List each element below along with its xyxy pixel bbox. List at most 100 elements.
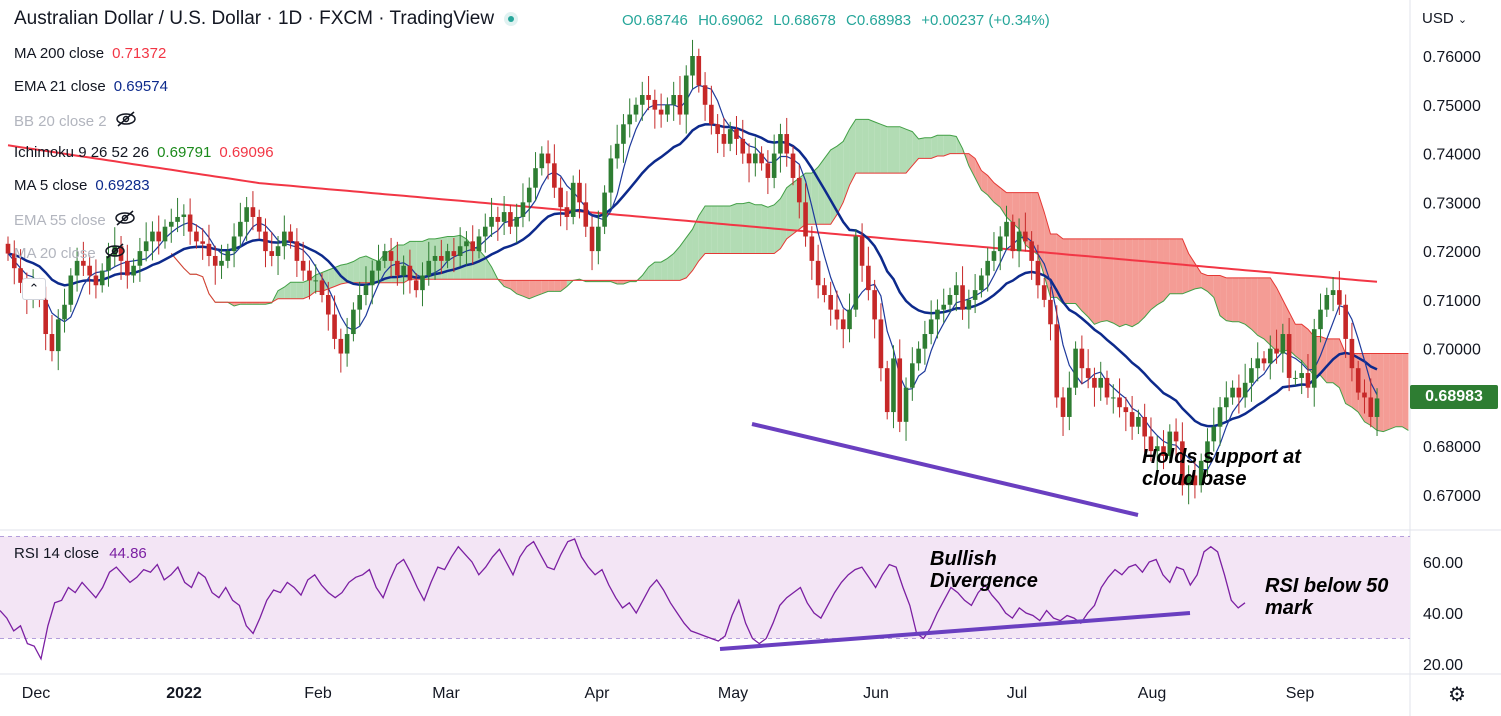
cloud-segment bbox=[1176, 238, 1183, 294]
candle-body bbox=[168, 221, 174, 227]
candle-body bbox=[464, 241, 469, 247]
candles bbox=[5, 39, 1380, 505]
cloud-segment bbox=[1383, 353, 1390, 432]
cloud-segment bbox=[617, 280, 624, 285]
ichimoku-cloud bbox=[171, 119, 1409, 432]
candle-body bbox=[1236, 387, 1242, 398]
candle-body bbox=[903, 387, 909, 422]
cloud-segment bbox=[855, 119, 863, 174]
cloud-segment bbox=[830, 146, 837, 225]
candle-body bbox=[602, 192, 607, 227]
cloud-segment bbox=[529, 280, 536, 299]
symbol-title-row: Australian Dollar / U.S. Dollar · 1D · F… bbox=[14, 8, 519, 30]
legend-row-6[interactable]: MA 20 close bbox=[14, 243, 126, 263]
cloud-segment bbox=[1295, 324, 1302, 361]
time-tick-label: Apr bbox=[585, 685, 611, 702]
cloud-segment bbox=[1088, 238, 1095, 325]
candle-body bbox=[1129, 412, 1135, 427]
rsi-legend[interactable]: RSI 14 close 44.86 bbox=[14, 545, 147, 562]
time-tick-label: Jun bbox=[863, 685, 889, 702]
legend-row-5[interactable]: EMA 55 close bbox=[14, 210, 136, 230]
candle-body bbox=[828, 295, 833, 310]
legend-label: BB 20 close 2 bbox=[14, 112, 107, 130]
candle-body bbox=[1067, 387, 1072, 417]
legend-row-0[interactable]: MA 200 close 0.71372 bbox=[14, 45, 166, 62]
cloud-segment bbox=[1113, 238, 1120, 327]
cloud-span-b bbox=[170, 153, 1409, 354]
candle-body bbox=[407, 265, 413, 281]
candle-body bbox=[1123, 407, 1129, 413]
candle-body bbox=[1337, 290, 1342, 305]
legend-row-3[interactable]: Ichimoku 9 26 52 26 0.69791 0.69096 bbox=[14, 144, 274, 161]
candle-body bbox=[49, 334, 55, 352]
candle-body bbox=[313, 280, 319, 282]
candle-body bbox=[81, 260, 86, 266]
eye-off-icon[interactable] bbox=[115, 111, 137, 131]
candle-body bbox=[1154, 446, 1160, 452]
candle-body bbox=[489, 216, 494, 227]
candle-body bbox=[1198, 460, 1204, 486]
cloud-segment bbox=[1157, 238, 1164, 305]
cloud-segment bbox=[742, 202, 750, 254]
candle-body bbox=[972, 290, 978, 300]
eye-off-icon[interactable] bbox=[114, 210, 136, 230]
candle-body bbox=[1368, 397, 1374, 417]
candle-body bbox=[633, 104, 639, 115]
cloud-segment bbox=[1056, 234, 1064, 304]
cloud-segment bbox=[761, 204, 768, 254]
cloud-segment bbox=[353, 257, 360, 283]
cloud-segment bbox=[1339, 338, 1346, 404]
candle-body bbox=[596, 226, 601, 252]
candle-body bbox=[696, 56, 702, 86]
candle-body bbox=[212, 255, 218, 266]
cloud-segment bbox=[673, 246, 680, 281]
eye-off-icon[interactable] bbox=[104, 243, 126, 263]
candle-body bbox=[897, 358, 903, 422]
price-tick-label: 0.71000 bbox=[1423, 293, 1481, 310]
cloud-segment bbox=[1377, 353, 1384, 432]
candle-body bbox=[376, 260, 381, 271]
cloud-segment bbox=[1069, 238, 1076, 304]
candle-body bbox=[715, 124, 720, 135]
cloud-segment bbox=[347, 261, 354, 283]
candle-body bbox=[709, 104, 714, 125]
price-trendline bbox=[751, 422, 1139, 517]
cloud-segment bbox=[975, 158, 982, 191]
legend-label: MA 20 close bbox=[14, 244, 96, 262]
cloud-segment bbox=[1207, 275, 1214, 298]
collapse-legend-button[interactable]: ⌃ bbox=[22, 278, 46, 300]
gear-icon[interactable]: ⚙ bbox=[1448, 684, 1466, 706]
cloud-segment bbox=[535, 280, 542, 297]
candle-body bbox=[922, 334, 928, 349]
annotation-rsi: RSI below 50 mark bbox=[1265, 575, 1388, 619]
cloud-segment bbox=[918, 137, 925, 159]
legend-row-4[interactable]: MA 5 close 0.69283 bbox=[14, 177, 150, 194]
candle-body bbox=[545, 153, 551, 164]
currency-selector[interactable]: USD ⌄ bbox=[1422, 10, 1467, 27]
candle-body bbox=[702, 85, 708, 105]
cloud-segment bbox=[667, 253, 674, 281]
cloud-segment bbox=[1301, 324, 1308, 369]
candle-body bbox=[1249, 368, 1254, 383]
candle-body bbox=[55, 319, 61, 352]
time-tick-label: 2022 bbox=[166, 685, 202, 702]
candle-body bbox=[156, 231, 162, 242]
symbol-title[interactable]: Australian Dollar / U.S. Dollar · 1D · F… bbox=[14, 8, 495, 29]
cloud-segment bbox=[1006, 192, 1013, 224]
legend-row-2[interactable]: BB 20 close 2 bbox=[14, 111, 137, 131]
legend-label: MA 200 close bbox=[14, 45, 105, 62]
cloud-segment bbox=[1144, 238, 1151, 317]
legend-row-1[interactable]: EMA 21 close 0.69574 bbox=[14, 78, 168, 95]
candle-body bbox=[1041, 285, 1047, 300]
currency-label: USD bbox=[1422, 10, 1454, 27]
time-tick-label: Dec bbox=[22, 685, 50, 702]
candle-body bbox=[93, 275, 99, 286]
candle-body bbox=[1286, 334, 1292, 378]
cloud-segment bbox=[1257, 277, 1264, 339]
cloud-segment bbox=[510, 280, 517, 294]
candle-body bbox=[300, 260, 306, 271]
cloud-segment bbox=[679, 237, 687, 281]
candle-body bbox=[1073, 348, 1078, 388]
last-price-label: 0.68983 bbox=[1410, 385, 1498, 409]
